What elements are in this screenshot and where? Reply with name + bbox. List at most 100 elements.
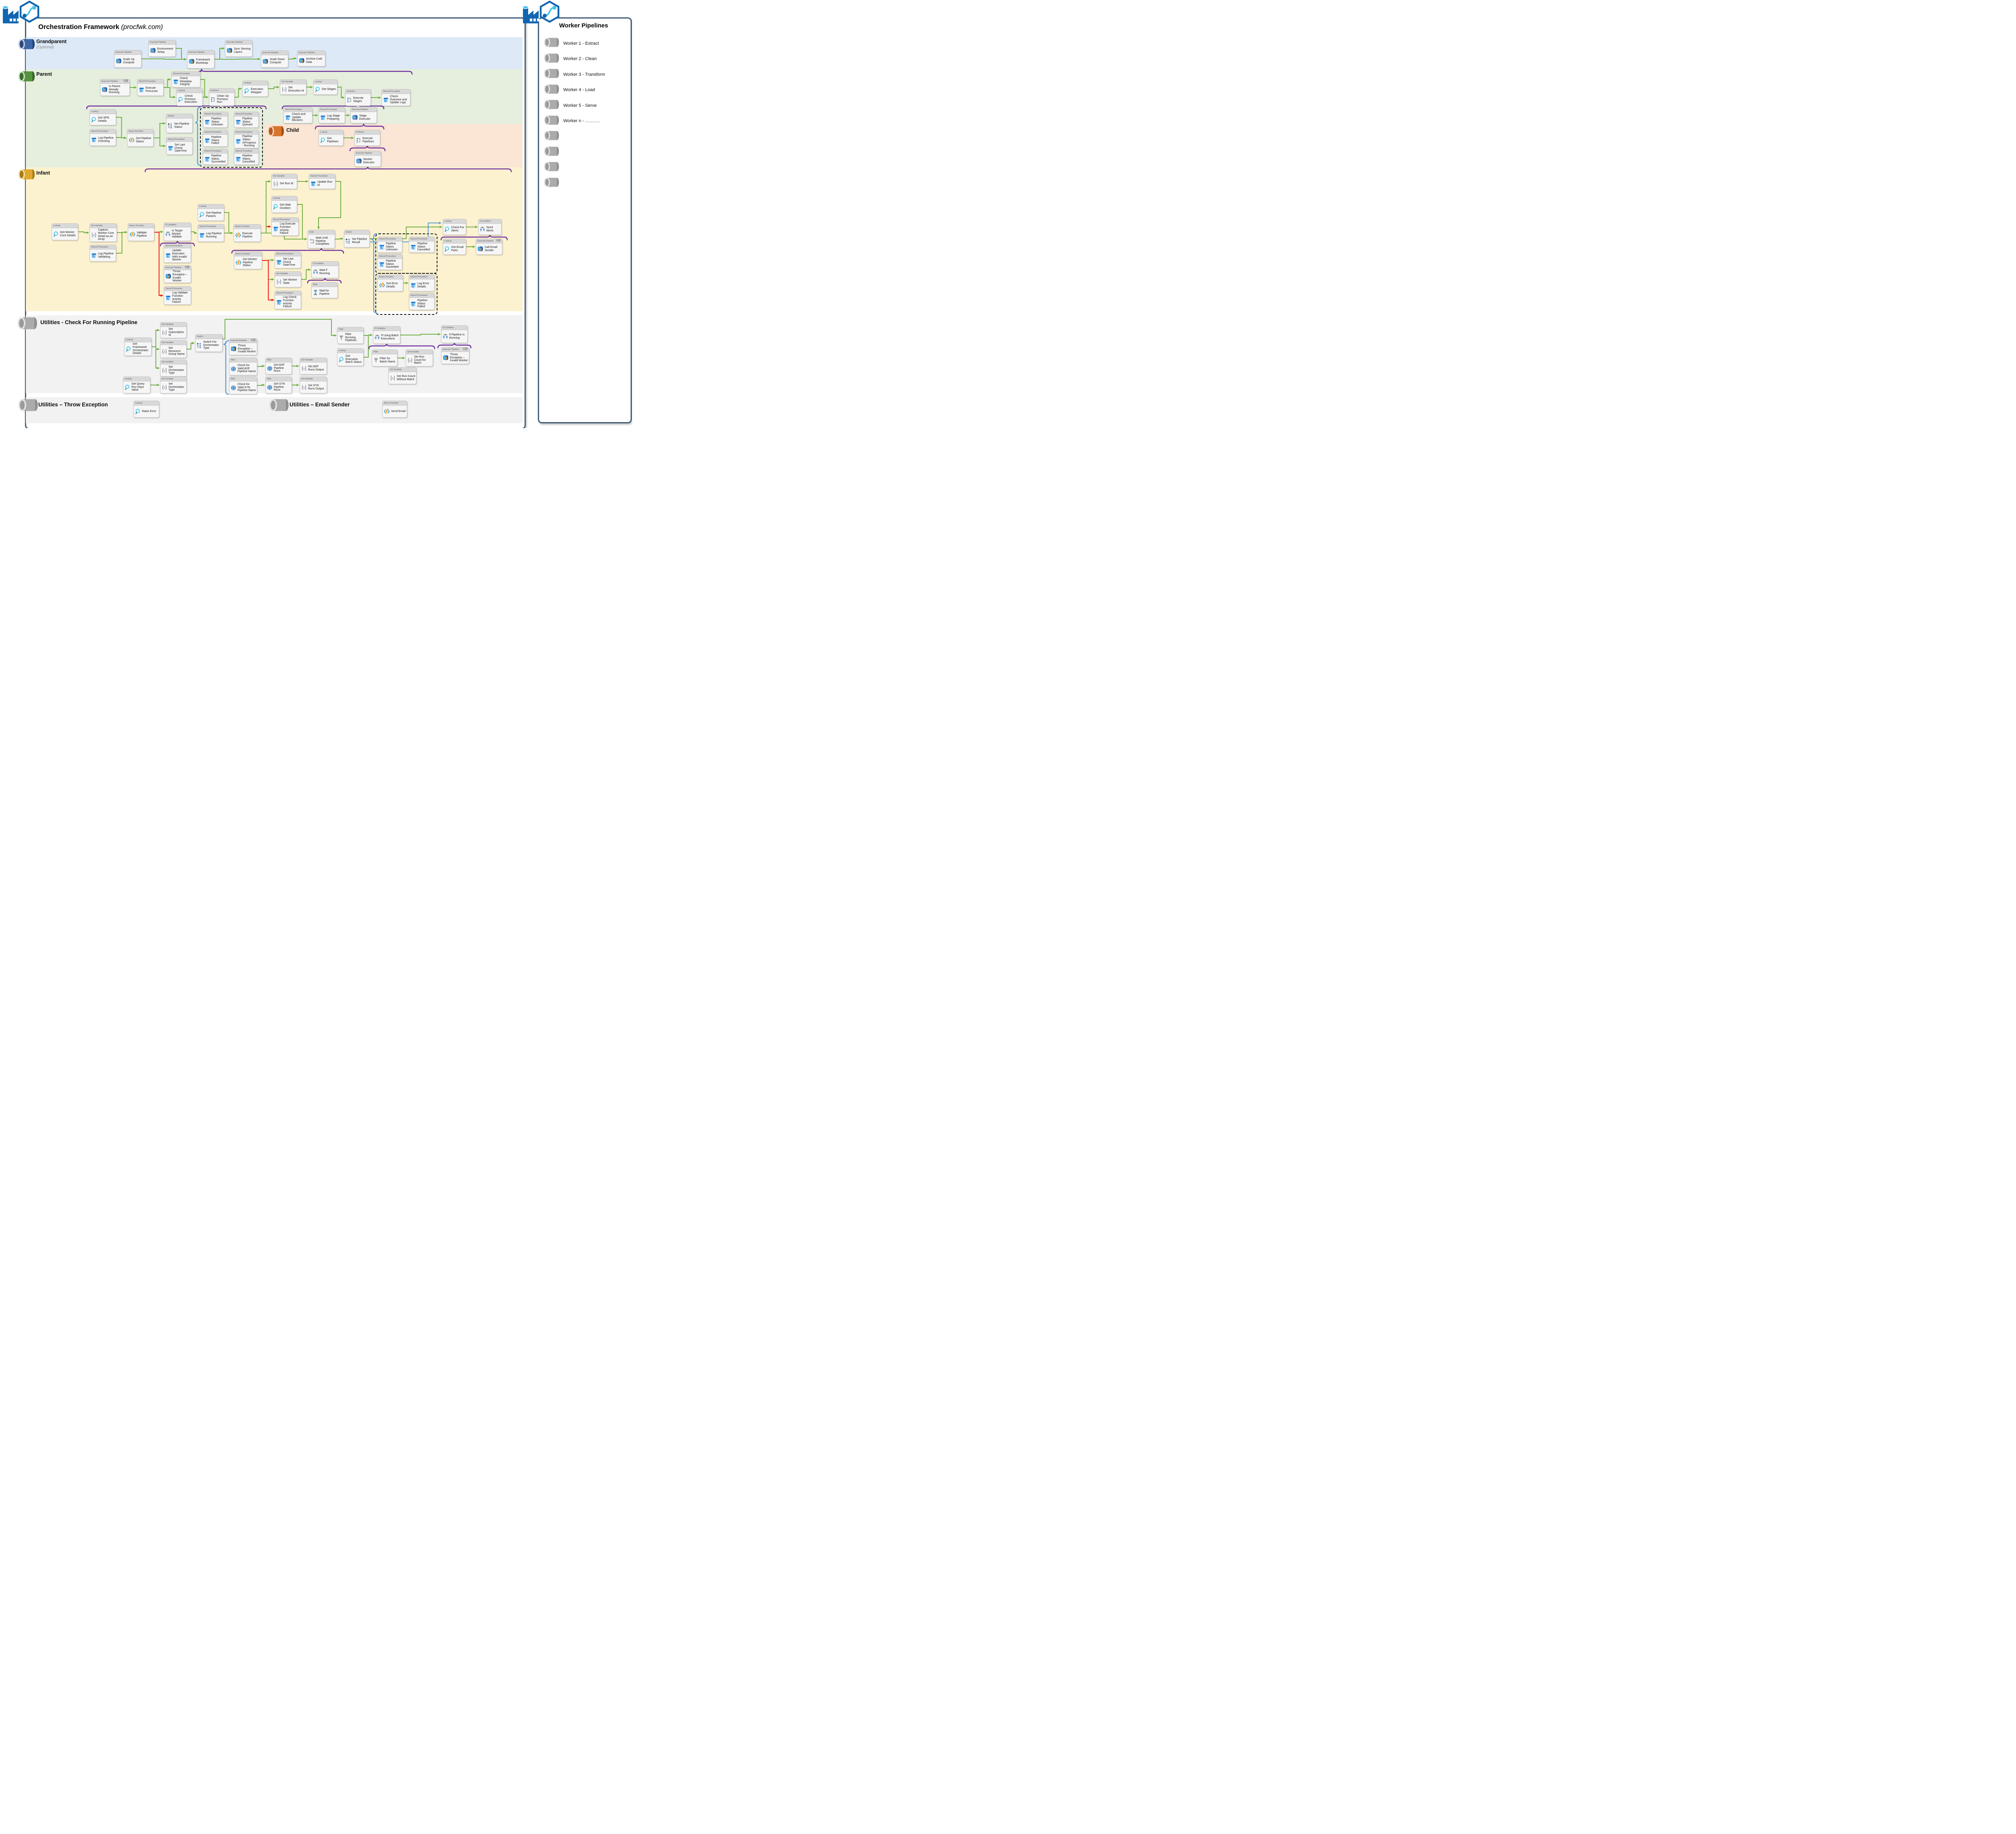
execute-pipeline-fn: Azure Function Execute Pipeline [233, 224, 261, 242]
wait-if-running: If Condition Wait If Running [311, 261, 339, 278]
node-label: Set Run Id [280, 182, 294, 185]
node-type-header: Azure Function [378, 275, 403, 279]
node-type-label: Lookup [199, 205, 206, 208]
node-type-header: Azure Function [234, 252, 262, 256]
node-label: Check for Valid ADF Pipeline Name [237, 364, 256, 373]
node-type-header: Set Variable [275, 272, 301, 276]
node-type-label: ForEach [210, 90, 219, 92]
node-label: Get Wait Duration [280, 203, 291, 210]
variable-x-icon: x [276, 279, 282, 285]
log-check-function-activity-failure: Stored Procedure Log Check Function Activ… [275, 291, 301, 309]
variable-x-icon: x [91, 232, 97, 238]
node-label: Check Previous Execution [185, 94, 197, 104]
node-type-label: Lookup [126, 339, 133, 341]
node-label: Get SYN Pipeline Runs [274, 382, 285, 392]
node-type-label: Lookup [91, 110, 98, 113]
worker-pipe-icon [544, 100, 560, 111]
node-type-header: If Condition [164, 223, 191, 227]
node-label: Get Worker Pipeline Status [243, 258, 257, 267]
pipeline-bolt-icon [356, 158, 362, 164]
node-type-label: Set Variable [301, 378, 313, 380]
worker-executor: Execute Pipeline Worker Executor [354, 151, 381, 167]
worker-pipe-icon [544, 53, 560, 65]
pipeline-status-cancelled-p: Stored Procedure Pipeline Status Cancelle… [234, 149, 259, 165]
pipeline-bolt-icon [298, 57, 305, 64]
node-type-header: Stored Procedure [378, 254, 402, 259]
worker-pipe-icon [544, 146, 560, 158]
node-type-label: Filter [373, 351, 378, 353]
node-type-label: Azure Function [379, 276, 394, 278]
is-target-worker-validate: If Condition Is Target Worker Validate [164, 223, 191, 241]
execute-pipelines: ForEach Execute Pipelines [354, 130, 380, 146]
pipeline-bolt-icon [188, 58, 195, 65]
node-type-header: If Condition [312, 262, 338, 266]
node-label: Get Error Details [386, 282, 398, 288]
node-type-header: Stored Procedure [203, 130, 227, 135]
variable-x-icon: x [301, 365, 307, 372]
table-icon [138, 87, 145, 93]
node-type-label: Lookup [178, 90, 185, 92]
node-type-header: Web [266, 377, 292, 381]
call-email-sender: Execute Pipeline Call Email Sender [476, 239, 502, 255]
variable-x-icon: x [281, 86, 287, 93]
pipeline-badge-icon [250, 339, 256, 343]
node-type-label: Stored Procedure [139, 80, 156, 83]
table-icon [285, 114, 291, 121]
node-type-header: Set Variable [389, 368, 416, 372]
node-type-header: Lookup [314, 80, 337, 84]
node-label: Pipeline Status Unknown [386, 242, 398, 252]
node-type-header: Switch [196, 335, 222, 339]
section-pipe-icon-child [267, 126, 285, 139]
section-label-child: Child [286, 127, 299, 133]
worker-pipeline-item-unlabeled [544, 146, 626, 158]
filter-for-batch-name: Filter Filter for Batch Name [372, 350, 398, 366]
switch-branch-icon [345, 238, 351, 244]
svg-text:x: x [164, 350, 166, 354]
get-wait-duration: Lookup Get Wait Duration [271, 196, 297, 213]
node-type-header: Execute Pipeline [100, 79, 129, 84]
node-label: Pipeline Status Unknown [211, 117, 223, 127]
node-type-header: Execute Pipeline [115, 50, 141, 55]
variable-x-icon: x [407, 357, 413, 364]
table-icon [204, 119, 210, 125]
svg-text:x: x [164, 369, 166, 373]
node-label: Archive Cold Data [306, 57, 322, 64]
send-alerts: If Condition Send Alerts [478, 219, 502, 235]
node-label: Log Pipeline Checking [98, 136, 114, 143]
sync-serving-layers: Execute Pipeline Sync Serving Layers [225, 40, 252, 57]
node-label: Pipeline Status Cancelled [417, 242, 430, 252]
node-type-header: Execute Pipeline [187, 50, 214, 55]
set-adf-runs-output: Set Variable x Set ADF Runs Output [300, 358, 327, 375]
worker-pipeline-label: Worker 2 - Clean [563, 56, 597, 62]
table-icon [379, 261, 385, 268]
node-label: Get Pipeline Params [206, 211, 222, 218]
set-worker-state: Set Variable x Set Worker State [275, 271, 301, 287]
worker-pipeline-item: Worker 3 - Transform [544, 69, 626, 80]
worker-pipe-icon [544, 177, 560, 189]
node-type-header: If Condition [442, 326, 467, 330]
if-condition-icon [479, 226, 485, 232]
node-label: Check and Update Blockers [292, 112, 306, 122]
get-pipeline-status: Azure Function Get Pipeline Status [127, 129, 154, 147]
data-factory-logo-icon [2, 2, 27, 25]
worker-pipe-icon [544, 69, 560, 80]
node-type-label: Filter [339, 328, 344, 331]
node-label: Get Pipeline Status [136, 137, 152, 143]
section-label-util-check: Utilities - Check For Running Pipeline [40, 319, 137, 325]
magnifier-icon [53, 231, 59, 237]
node-type-header: Stored Procedure [137, 79, 163, 84]
worker-pipeline-label: Worker 3 - Transform [563, 72, 605, 77]
check-for-valid-syn-pipeline-name: Web Check for Valid SYN Pipeline Name [229, 377, 257, 394]
node-label: Pipeline Status Failed [417, 299, 427, 308]
node-type-label: Lookup [320, 131, 327, 133]
globe-icon [230, 385, 237, 391]
node-type-header: Set Variable [300, 358, 327, 362]
node-type-label: Stored Procedure [235, 113, 253, 115]
node-type-header: Switch [344, 230, 369, 235]
pipeline-status-unknown-i: Stored Procedure Pipeline Status Unknown [377, 237, 402, 253]
node-type-header: Until [308, 230, 335, 235]
node-type-label: Web [267, 359, 271, 361]
worker-pipeline-label: Worker 5 - Serve [563, 103, 597, 108]
pipeline-bolt-icon [442, 354, 449, 361]
node-type-label: Execute Pipeline [262, 52, 279, 54]
